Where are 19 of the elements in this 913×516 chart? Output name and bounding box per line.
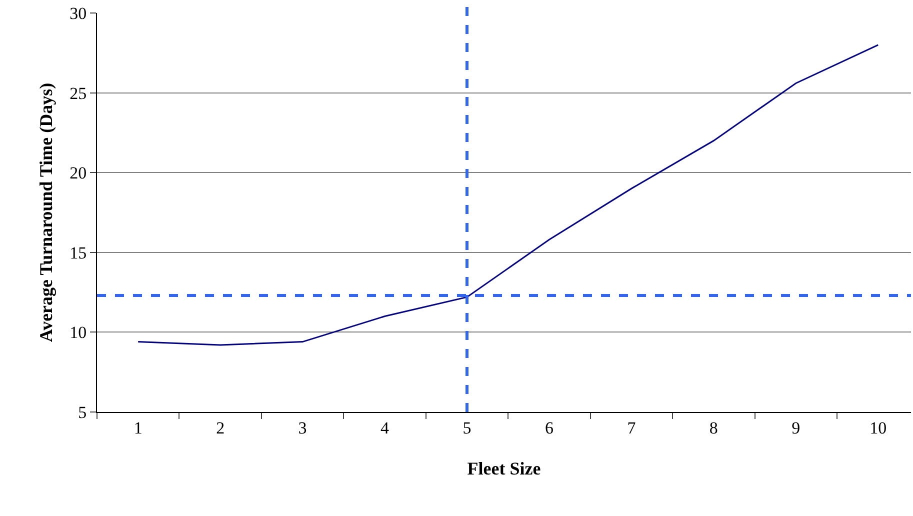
- y-tick-label: 15: [70, 243, 87, 262]
- x-tick-label: 2: [216, 418, 225, 438]
- x-axis-title: Fleet Size: [467, 458, 541, 478]
- y-tick-label: 25: [70, 84, 87, 103]
- x-tick-label: 3: [298, 418, 307, 438]
- y-tick-label: 20: [70, 164, 87, 183]
- x-tick-label: 9: [792, 418, 800, 438]
- y-tick-label: 5: [78, 402, 87, 422]
- x-tick-label: 10: [870, 418, 887, 438]
- line-series: [137, 44, 879, 346]
- x-tick-label: 6: [544, 418, 554, 438]
- x-tick-label: 7: [627, 418, 636, 438]
- x-tick-label: 1: [134, 418, 142, 438]
- y-axis-title: Average Turnaround Time (Days): [36, 82, 56, 342]
- x-tick-label: 8: [709, 418, 718, 438]
- x-tick-label: 5: [462, 418, 472, 438]
- x-tick-label: 4: [380, 418, 390, 438]
- y-tick-label: 30: [70, 4, 87, 23]
- y-tick-label: 10: [70, 323, 87, 342]
